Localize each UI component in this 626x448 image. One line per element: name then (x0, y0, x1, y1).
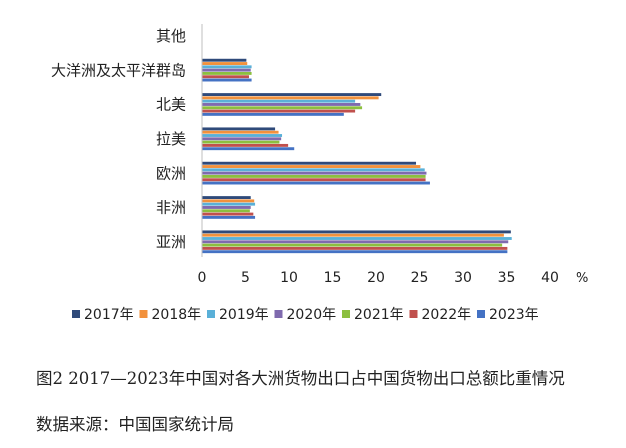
bar (202, 202, 256, 206)
legend-swatch (274, 310, 283, 318)
x-axis-ticks: 0 5 10 15 20 25 30 35 40 (198, 270, 559, 286)
category-label: 大洋洲及太平洋群岛 (51, 61, 186, 79)
bar (202, 109, 356, 113)
x-tick-label: 5 (241, 270, 250, 286)
bar (202, 147, 295, 151)
bar (202, 103, 361, 106)
bar (202, 161, 417, 165)
x-tick-label: 15 (324, 270, 342, 286)
legend-swatch (139, 310, 148, 318)
category-labels: 亚洲 非洲 欧洲 拉美 北美 大洋洲及太平洋群岛 其他 (51, 27, 186, 251)
x-tick-label: 40 (541, 270, 559, 286)
bar (202, 181, 430, 185)
bar (202, 62, 248, 65)
bar-chart: 亚洲 非洲 欧洲 拉美 北美 大洋洲及太平洋群岛 其他 0 5 10 15 20 25 30 35 40 %… (51, 24, 588, 323)
legend-label: 2018年 (152, 307, 202, 323)
legend: 2017年 2018年 2019年 2020年 2021年 2022年 2023年 (72, 307, 539, 323)
bar (202, 112, 344, 116)
bar (202, 215, 256, 219)
bar (202, 134, 283, 137)
legend-label: 2019年 (219, 307, 269, 323)
category-label: 北美 (156, 96, 186, 114)
bars-group (201, 24, 512, 257)
legend-swatch (342, 310, 350, 318)
bar (202, 212, 254, 216)
bar (202, 93, 382, 97)
legend-label: 2023年 (489, 307, 539, 323)
x-tick-label: 10 (280, 270, 298, 286)
x-tick-label: 0 (198, 270, 207, 286)
x-tick-label: 20 (367, 270, 385, 286)
legend-label: 2017年 (84, 307, 134, 323)
category-label: 非洲 (156, 199, 186, 217)
category-label: 拉美 (156, 130, 186, 148)
bar (202, 75, 249, 79)
bar (202, 99, 356, 103)
x-tick-label: 35 (498, 270, 516, 286)
bar (202, 68, 251, 72)
legend-swatch (409, 310, 418, 318)
bar (202, 78, 252, 82)
bar (202, 165, 421, 168)
bar (202, 196, 251, 200)
legend-label: 2022年 (422, 307, 472, 323)
bar (202, 233, 504, 237)
bar (202, 71, 252, 75)
bar (202, 174, 426, 178)
bar (202, 106, 363, 110)
bar (202, 168, 425, 172)
bar (202, 143, 289, 147)
x-tick-label: 30 (454, 270, 472, 286)
bar (202, 240, 509, 244)
legend-swatch (477, 310, 485, 318)
bar (202, 130, 279, 134)
bar (202, 65, 252, 69)
category-label: 亚洲 (156, 233, 186, 251)
bar (202, 140, 280, 144)
legend-swatch (72, 310, 80, 318)
x-tick-label: 25 (411, 270, 429, 286)
bar (202, 96, 379, 100)
bar (202, 243, 503, 247)
bar (202, 171, 427, 175)
bar (202, 127, 276, 131)
bar (202, 246, 508, 250)
unit-label: % (576, 271, 588, 286)
bar (202, 230, 511, 234)
category-label: 其他 (156, 27, 186, 45)
category-label: 欧洲 (156, 164, 186, 182)
bar (202, 178, 426, 182)
bar (202, 58, 247, 62)
bar (202, 209, 250, 213)
legend-label: 2020年 (287, 307, 337, 323)
legend-label: 2021年 (354, 307, 404, 323)
legend-swatch (207, 310, 215, 318)
bar (202, 199, 255, 203)
data-source-note: 数据来源：中国国家统计局 (36, 415, 234, 434)
bar (202, 137, 282, 141)
bar (202, 206, 251, 209)
bar (202, 237, 512, 240)
figure-caption: 图2 2017—2023年中国对各大洲货物出口占中国货物出口总额比重情况 (36, 369, 565, 388)
bar (202, 250, 508, 254)
